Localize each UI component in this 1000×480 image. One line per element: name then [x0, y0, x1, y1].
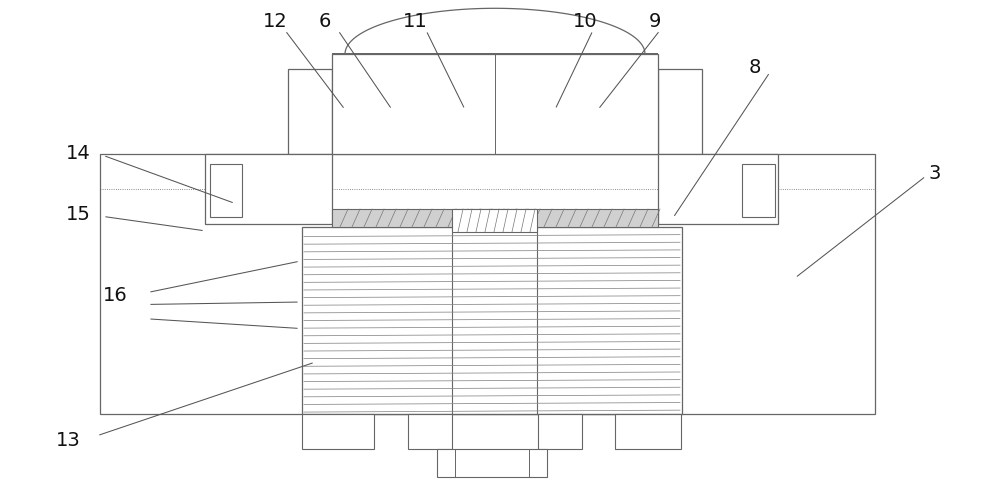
Bar	[210, 165, 242, 217]
Bar	[615, 414, 681, 449]
Bar	[658, 70, 702, 155]
Bar	[302, 414, 374, 449]
Bar	[302, 228, 682, 414]
Bar	[205, 155, 332, 225]
Polygon shape	[332, 9, 658, 55]
Bar	[452, 210, 537, 232]
Text: 6: 6	[319, 12, 331, 31]
Text: 9: 9	[649, 12, 661, 31]
Text: 12: 12	[263, 12, 287, 31]
Text: 16: 16	[103, 286, 127, 305]
Text: 15: 15	[66, 204, 90, 223]
Bar	[658, 155, 778, 225]
Bar	[538, 414, 582, 449]
Bar	[332, 210, 658, 228]
Text: 14: 14	[66, 144, 90, 163]
Text: 8: 8	[749, 58, 761, 77]
Text: 10: 10	[573, 12, 597, 31]
Text: 11: 11	[403, 12, 427, 31]
Bar	[408, 414, 452, 449]
Bar	[437, 449, 547, 477]
Bar	[332, 55, 658, 155]
Bar	[288, 70, 332, 155]
Bar	[742, 165, 775, 217]
Text: 13: 13	[56, 430, 80, 449]
Text: 3: 3	[929, 163, 941, 182]
Bar	[100, 155, 875, 414]
